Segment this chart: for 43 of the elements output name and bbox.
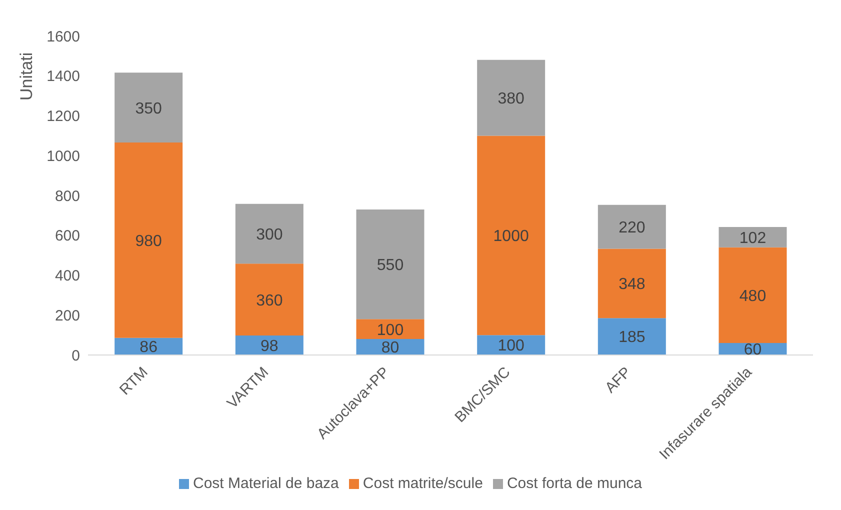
- bar: [114, 72, 183, 142]
- bar: [114, 142, 183, 338]
- data-label: 185: [618, 329, 646, 346]
- data-label: 380: [498, 90, 525, 108]
- data-label: 300: [256, 226, 283, 244]
- data-label: 98: [260, 338, 278, 355]
- legend-label: Cost forta de munca: [506, 475, 642, 492]
- y-tick-label: 1000: [46, 148, 80, 165]
- bar: [718, 227, 787, 248]
- bar: [477, 60, 546, 136]
- y-tick-label: 800: [54, 188, 80, 205]
- legend-label: Cost matrite/scule: [362, 475, 483, 492]
- y-tick-label: 1400: [46, 68, 80, 86]
- bar: [598, 318, 666, 355]
- y-tick-label: 200: [54, 307, 80, 324]
- y-tick-label: 1600: [46, 28, 80, 46]
- y-tick-label: 600: [54, 228, 80, 245]
- data-label: 980: [135, 232, 162, 250]
- data-label: 80: [381, 340, 400, 357]
- data-label: 360: [256, 292, 283, 310]
- legend-label: Cost Material de baza: [192, 475, 339, 492]
- y-tick-label: 400: [54, 268, 80, 285]
- data-label: 102: [739, 230, 766, 247]
- data-label: 348: [618, 276, 646, 294]
- y-tick-label: 1200: [46, 108, 80, 126]
- y-tick-label: 0: [72, 347, 80, 364]
- bar: [356, 319, 424, 340]
- data-label: 86: [140, 339, 158, 356]
- data-label: 100: [498, 338, 525, 355]
- bar: [356, 209, 424, 320]
- bar: [598, 248, 666, 318]
- bar: [598, 204, 666, 249]
- data-label: 100: [376, 322, 404, 339]
- data-label: 350: [135, 100, 162, 118]
- bar: [235, 204, 304, 264]
- bar: [477, 136, 546, 336]
- bar: [718, 247, 787, 344]
- data-label: 550: [376, 256, 404, 274]
- bar: [235, 264, 304, 336]
- data-label: 1000: [493, 228, 529, 246]
- data-label: 220: [618, 219, 646, 236]
- data-label: 480: [739, 288, 766, 305]
- y-axis-title: Unitati: [17, 52, 36, 100]
